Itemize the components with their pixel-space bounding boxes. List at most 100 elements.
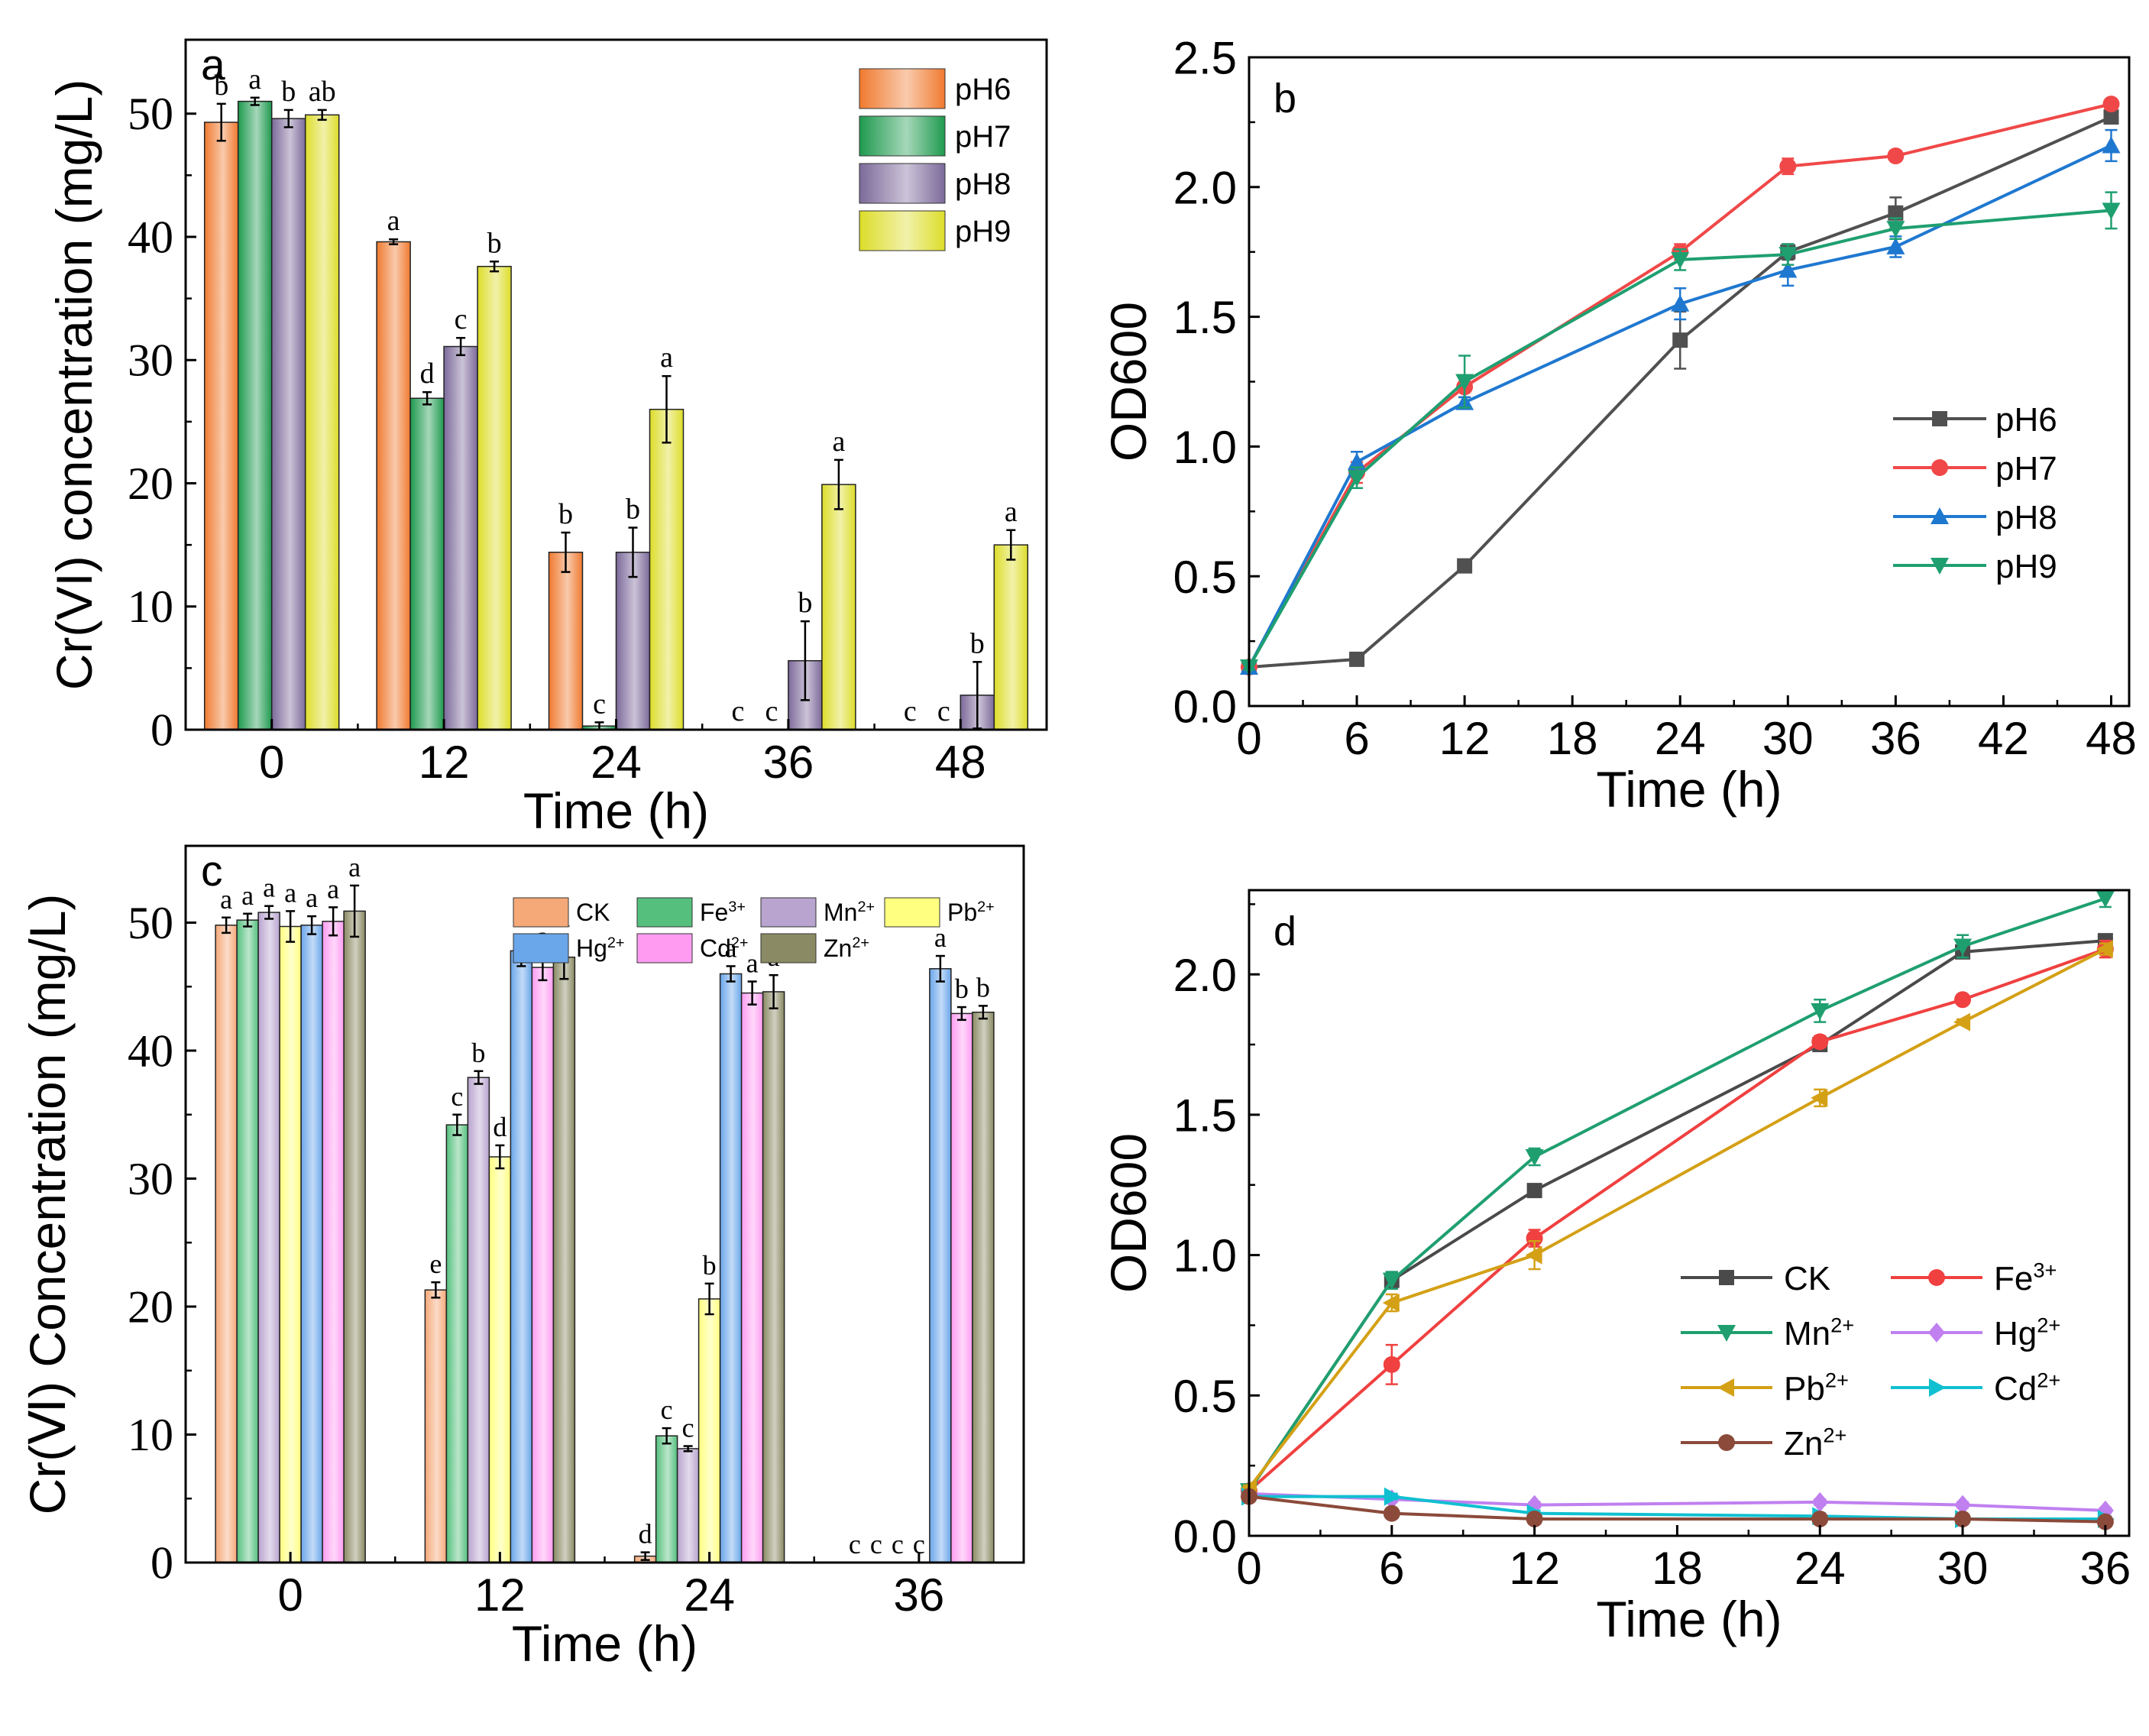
bar-pH9-48 [993,544,1029,730]
y-tick-label: 0.5 [1173,552,1237,603]
bar-Pb2+-12 [488,1156,512,1563]
bar-CK-0 [215,925,238,1563]
bar-Cd2+-12 [531,967,555,1563]
bar-Cd2+-0 [322,921,345,1563]
legend-label-Fe3+-base: Fe [700,899,728,926]
legend-marker-Mn2+ [1717,1325,1736,1342]
x-tick-label: 24 [684,1569,735,1621]
data-point-Cd2+-6 [1384,1487,1401,1506]
x-tick-label: 12 [474,1569,526,1621]
legend-swatch-CK [513,897,569,928]
significance-letter: d [420,358,435,390]
bar-pH9-12 [477,265,512,730]
significance-letter: a [284,877,296,908]
legend-label-Zn2+-sup: 2+ [852,934,869,951]
legend-label-Pb2+-base: Pb [947,899,977,926]
y-tick-label: 50 [128,898,173,948]
bar-CK-12 [424,1289,448,1563]
y-tick-label: 1.0 [1173,1230,1237,1281]
data-point-pH9-30 [1778,247,1798,264]
bar-Fe3+-0 [236,919,259,1563]
bar-Zn2+-0 [343,910,366,1563]
significance-letter: a [220,884,232,915]
significance-letter: c [451,1081,463,1112]
series-line-pH6 [1248,115,2112,669]
series-line-pH8 [1248,144,2112,668]
data-point-pH6-24 [1672,332,1688,348]
series-pH9 [1240,191,2121,677]
bar-Mn2+-0 [257,912,280,1563]
x-tick-label: 6 [1379,1543,1404,1594]
legend-swatch-pH6 [859,68,946,109]
legend-label-Cd2+-base: Cd [700,934,731,962]
y-tick-label: 1.0 [1173,422,1237,473]
significance-letter: b [970,627,985,659]
bar-pH8-0 [270,118,306,730]
legend-label-Pb2+: Pb2+ [1784,1368,1849,1407]
y-tick-label: 20 [128,458,173,509]
data-point-pH7-36 [1887,147,1905,165]
data-point-Zn2+-30 [1954,1510,1972,1527]
significance-letter: c [904,695,917,727]
legend-label-Fe3+-sup: 3+ [2033,1258,2057,1281]
data-point-pH8-6 [1348,452,1367,470]
legend-label-Hg2+-base: Hg [1994,1315,2037,1352]
data-point-Zn2+-12 [1526,1510,1543,1527]
data-point-Fe3+-6 [1383,1355,1400,1373]
bar-pH6-0 [203,121,239,730]
significance-letter: a [263,873,275,903]
legend-label-Mn2+: Mn2+ [1784,1313,1854,1352]
bar-Hg2+-12 [510,950,533,1563]
legend-label-pH6: pH6 [1995,401,2057,439]
legend-label-Mn2+-base: Mn [824,899,857,926]
bar-pH6-24 [548,552,584,730]
y-tick-label: 2.0 [1173,950,1237,1001]
x-tick-label: 36 [1870,713,1921,764]
data-point-pH9-12 [1455,374,1474,391]
panel-label: d [1274,908,1296,954]
significance-letter: c [661,1394,673,1425]
x-tick-label: 36 [894,1569,945,1621]
series-Cd2+ [1241,1487,2115,1528]
significance-letter: b [471,1038,485,1068]
series-line-Hg2+ [1248,1491,2105,1512]
legend-swatch-Pb2+ [884,897,940,928]
significance-letter: e [429,1249,442,1279]
data-point-Mn2+-24 [1811,1002,1830,1020]
panel-c-bar-chart: aedcacccabccadbcaaaaaaabaaab010203040500… [19,844,1025,1672]
y-tick-label: 0.0 [1173,1511,1237,1563]
legend-label-Cd2+-sup: 2+ [731,934,749,951]
legend-swatch-Zn2+ [760,933,817,964]
significance-letter: c [870,1529,882,1559]
legend-label-Fe3+-sup: 3+ [728,899,746,915]
x-axis-label: Time (h) [1596,761,1782,818]
legend-label-Fe3+: Fe3+ [700,899,746,926]
series-pH6 [1241,109,2119,675]
significance-letter: c [682,1413,694,1443]
data-point-Mn2+-12 [1525,1149,1544,1167]
y-axis-label: Cr(VI) concentration (mg/L) [46,79,102,691]
bar-pH8-12 [443,345,478,730]
plot-frame [1248,889,2131,1537]
data-point-pH6-12 [1457,558,1473,574]
legend-label-pH8: pH8 [1995,499,2057,536]
x-tick-label: 24 [1655,713,1706,764]
legend-label-pH9: pH9 [1995,548,2057,585]
data-point-pH6-6 [1349,651,1365,667]
data-point-pH9-24 [1671,251,1690,269]
significance-letter: b [798,587,812,619]
bar-Pb2+-24 [697,1298,721,1563]
legend-marker-CK [1719,1270,1734,1285]
data-point-Mn2+-36 [2096,891,2115,908]
significance-letter: d [493,1112,507,1142]
legend-marker-pH8 [1931,507,1949,524]
bar-Cd2+-36 [950,1012,973,1563]
bar-Hg2+-36 [929,968,952,1563]
series-Mn2+ [1240,889,2115,1501]
legend-label-Hg2+-base: Hg [576,934,607,962]
x-axis-label: Time (h) [1596,1591,1782,1647]
x-tick-label: 12 [1439,713,1490,764]
data-point-Fe3+-12 [1526,1229,1543,1247]
legend-label-Cd2+: Cd2+ [1994,1368,2060,1407]
bar-Zn2+-12 [552,956,576,1563]
